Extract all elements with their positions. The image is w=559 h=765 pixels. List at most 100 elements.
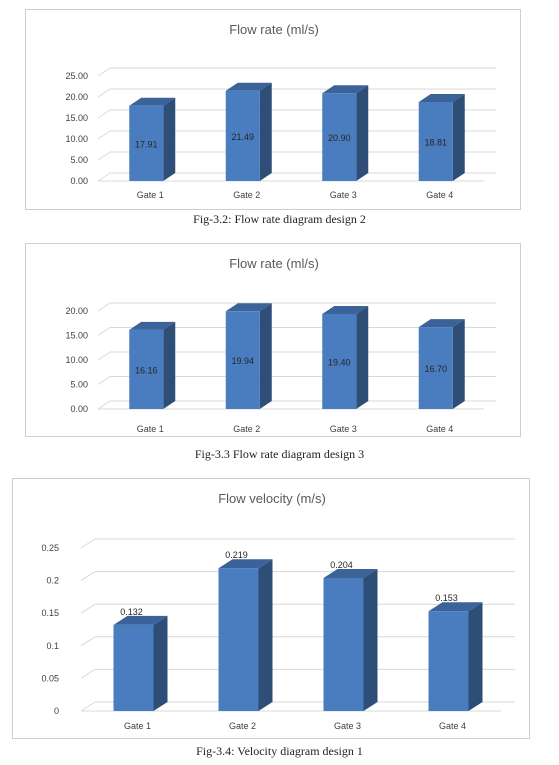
x-tick-label: Gate 2 <box>233 190 260 200</box>
y-tick-label: 20.00 <box>65 306 88 316</box>
gridline-slant <box>97 67 111 77</box>
chart-title: Flow rate (ml/s) <box>229 22 319 37</box>
x-tick-label: Gate 4 <box>426 190 453 200</box>
y-tick-label: 0 <box>54 706 59 716</box>
bar-side <box>452 93 465 181</box>
gridline-slant <box>97 302 111 312</box>
bar-side <box>153 615 168 711</box>
bar <box>129 105 164 181</box>
bar <box>322 93 357 181</box>
gridline-slant <box>97 376 111 385</box>
chart-panel-flow-rate-design-2: Flow rate (ml/s) 0.00 5.00 10.00 15.00 20.00 2… <box>25 9 521 210</box>
data-label: 0.153 <box>435 593 458 603</box>
bar-top <box>113 615 168 625</box>
chart-panel-velocity-design-1: Flow velocity (m/s) 0 0.05 0.1 0.15 0.2 0.25 0.… <box>12 478 530 739</box>
x-tick-label: Gate 1 <box>137 190 164 200</box>
gridline-slant <box>97 151 111 161</box>
x-tick-label: Gate 3 <box>330 424 357 434</box>
bar-side <box>259 303 272 409</box>
y-tick-label: 0.00 <box>70 176 88 186</box>
data-label: 20.90 <box>328 133 351 143</box>
bar-top <box>428 602 483 612</box>
bar-top <box>129 97 176 106</box>
figure-caption-3-4: Fig-3.4: Velocity diagram design 1 <box>196 744 363 758</box>
bar-side <box>452 319 465 409</box>
y-tick-label: 0.05 <box>41 673 59 683</box>
data-label: 16.16 <box>135 365 158 375</box>
bar-top <box>418 93 465 102</box>
x-tick-label: Gate 3 <box>334 721 361 731</box>
data-label: 19.40 <box>328 357 351 367</box>
data-label: 19.94 <box>231 356 254 366</box>
y-tick-label: 15.00 <box>65 331 88 341</box>
x-tick-label: Gate 1 <box>137 424 164 434</box>
data-label: 18.81 <box>424 137 447 147</box>
y-tick-label: 5.00 <box>70 155 88 165</box>
data-label: 17.91 <box>135 139 158 149</box>
bar-chart-flow-rate-design-3: Flow rate (ml/s) 0.00 5.00 10.00 15.00 20.00 1… <box>65 256 496 434</box>
x-tick-label: Gate 4 <box>426 424 453 434</box>
gridline-slant <box>80 538 96 549</box>
y-tick-label: 5.00 <box>70 380 88 390</box>
bar-top <box>323 568 378 578</box>
gridline-slant <box>97 400 111 410</box>
y-tick-label: 0.15 <box>41 608 59 618</box>
chart-panel-flow-rate-design-3: Flow rate (ml/s) 0.00 5.00 10.00 15.00 20.00 1… <box>25 243 521 437</box>
gridline-slant <box>80 571 96 582</box>
bar-side <box>356 85 369 181</box>
gridline-slant <box>97 172 111 182</box>
bar-side <box>356 305 369 409</box>
gridline-slant <box>97 351 111 361</box>
bar <box>323 577 364 711</box>
data-label: 21.49 <box>231 132 254 142</box>
y-tick-label: 10.00 <box>65 134 88 144</box>
bar <box>418 327 453 409</box>
bar-top <box>418 319 465 328</box>
x-tick-label: Gate 1 <box>124 721 151 731</box>
figure-caption-3-3: Fig-3.3 Flow rate diagram design 3 <box>194 447 365 461</box>
gridline-slant <box>80 636 96 647</box>
y-tick-label: 0.25 <box>41 543 59 553</box>
chart-title: Flow velocity (m/s) <box>218 491 326 506</box>
bar <box>322 313 357 409</box>
chart-title: Flow rate (ml/s) <box>229 256 319 271</box>
gridline-slant <box>97 88 111 98</box>
y-tick-label: 0.2 <box>46 576 59 586</box>
bar-side <box>468 602 483 711</box>
bar-side <box>363 568 378 711</box>
gridline-slant <box>80 701 96 712</box>
bar-side <box>163 321 176 409</box>
bar <box>428 611 469 711</box>
bar <box>225 311 260 409</box>
x-tick-label: Gate 2 <box>233 424 260 434</box>
bar-chart-flow-rate-design-2: Flow rate (ml/s) 0.00 5.00 10.00 15.00 20.00 2… <box>65 22 496 200</box>
figure-caption-3-2: Fig-3.2: Flow rate diagram design 2 <box>193 212 366 226</box>
bar-chart-velocity-design-1: Flow velocity (m/s) 0 0.05 0.1 0.15 0.2 0.25 0.… <box>41 491 515 731</box>
x-tick-label: Gate 2 <box>229 721 256 731</box>
y-tick-label: 0.1 <box>46 641 59 651</box>
bar-top <box>129 321 176 330</box>
bar-top <box>322 305 369 314</box>
data-label: 0.219 <box>225 550 248 560</box>
bar <box>129 329 164 409</box>
y-tick-label: 25.00 <box>65 71 88 81</box>
y-tick-label: 0.00 <box>70 404 88 414</box>
data-label: 16.70 <box>424 364 447 374</box>
bar <box>225 90 260 181</box>
bar-top <box>225 303 272 312</box>
bar-top <box>218 559 273 569</box>
bar-side <box>259 82 272 181</box>
data-label: 0.204 <box>330 560 353 570</box>
y-tick-label: 10.00 <box>65 355 88 365</box>
gridline-slant <box>97 109 111 119</box>
gridline-slant <box>80 603 96 614</box>
x-tick-label: Gate 3 <box>330 190 357 200</box>
bar <box>113 624 154 711</box>
bar <box>218 568 259 711</box>
y-tick-label: 15.00 <box>65 113 88 123</box>
x-tick-label: Gate 4 <box>439 721 466 731</box>
bar-side <box>163 97 176 181</box>
bar-side <box>258 559 273 711</box>
gridline-slant <box>97 130 111 140</box>
bar-top <box>225 82 272 91</box>
